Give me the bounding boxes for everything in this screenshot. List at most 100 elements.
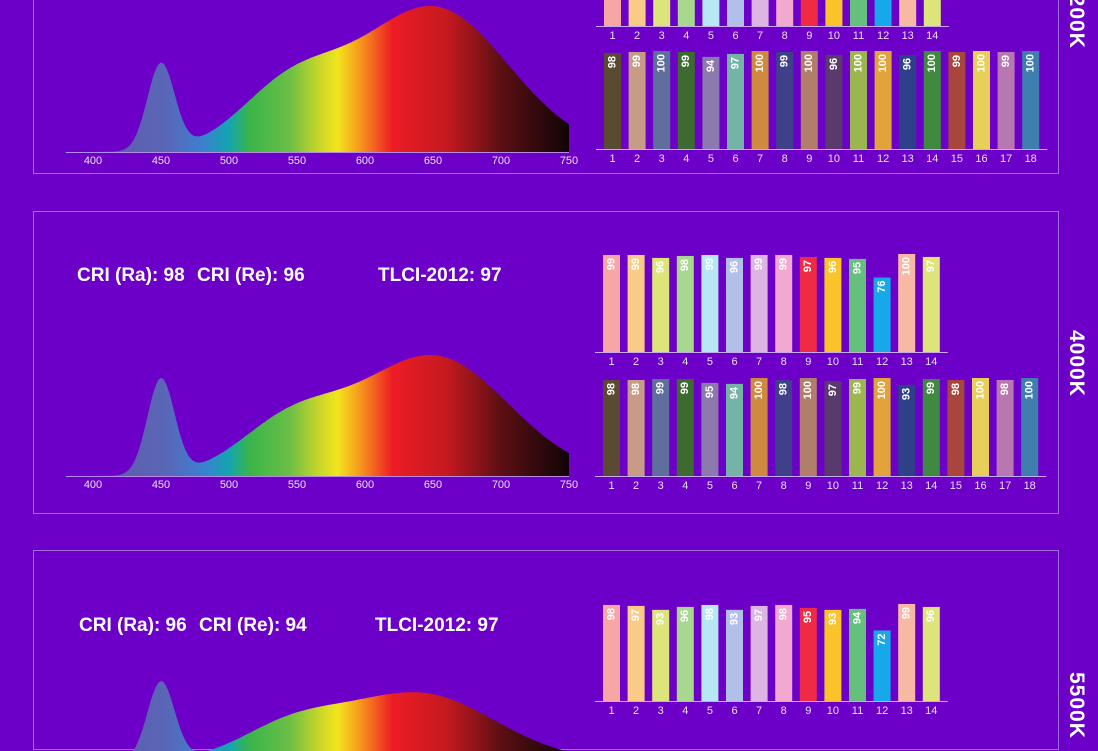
spectrum-tick-label: 700 <box>492 155 510 167</box>
te-bar <box>726 257 743 352</box>
te-bar <box>948 51 966 149</box>
cri-re-label: CRI (Re): 94 <box>199 615 307 636</box>
te-index-label: 13 <box>901 356 913 368</box>
te-index-label: 5 <box>708 153 714 165</box>
te-bar <box>874 51 892 149</box>
cct-label-3200k: 3200K <box>1065 0 1088 49</box>
te-value-label: 93 <box>728 613 740 625</box>
te-value-label: 100 <box>926 54 938 72</box>
te-value-label: 99 <box>951 55 963 67</box>
te-index-label: 9 <box>805 356 811 368</box>
te-value-label: 96 <box>679 610 691 622</box>
te-index-label: 10 <box>828 30 840 42</box>
te-index-label: 16 <box>975 153 987 165</box>
te-index-label: 3 <box>658 480 664 492</box>
te-bar <box>849 258 866 352</box>
te-index-label: 7 <box>757 30 763 42</box>
te-value-label: 95 <box>851 262 863 274</box>
te-index-label: 7 <box>756 356 762 368</box>
te-bar <box>873 378 891 476</box>
te-bar <box>628 51 646 149</box>
te-index-label: 14 <box>926 153 938 165</box>
te-value-label: 96 <box>728 261 740 273</box>
te-index-label: 1 <box>609 30 615 42</box>
te-chart-18: 98 1 99 2 100 3 99 4 94 5 97 6 100 7 99 8 100 9 96 10 100 11 1… <box>596 51 1048 165</box>
te-index-label: 11 <box>852 356 863 368</box>
te-index-label: 4 <box>682 480 688 492</box>
te-value-label: 96 <box>902 58 914 70</box>
te-value-label: 100 <box>754 54 766 72</box>
te-index-label: 11 <box>853 153 864 165</box>
te-index-label: 2 <box>633 356 639 368</box>
te-bar <box>677 0 695 26</box>
te-chart-18: 98 1 98 2 99 3 99 4 95 5 94 6 100 7 98 8 100 9 97 10 99 11 100… <box>595 378 1047 492</box>
te-value-label: 100 <box>974 381 986 399</box>
te-index-label: 11 <box>852 480 863 492</box>
te-bar <box>799 256 817 352</box>
te-value-label: 100 <box>803 54 815 72</box>
te-index-label: 7 <box>757 153 763 165</box>
spectrum-tick-label: 450 <box>152 479 170 491</box>
te-index-label: 14 <box>925 356 937 368</box>
te-index-label: 9 <box>806 30 812 42</box>
te-value-label: 100 <box>656 54 668 72</box>
spectrum-tick-label: 700 <box>492 479 510 491</box>
spectrum-chart: 400 450 500 550 600 650 700 750 <box>65 6 578 167</box>
te-bar <box>677 51 695 149</box>
spectrum-tick-label: 400 <box>84 155 102 167</box>
te-bar <box>775 604 793 701</box>
te-index-label: 15 <box>950 480 962 492</box>
te-bar <box>873 277 891 352</box>
te-index-label: 6 <box>732 153 738 165</box>
te-value-label: 97 <box>802 260 814 272</box>
te-value-label: 95 <box>704 386 716 398</box>
te-value-label: 93 <box>827 613 839 625</box>
te-value-label: 97 <box>753 609 765 621</box>
te-index-label: 10 <box>827 705 839 717</box>
te-bar <box>604 0 621 26</box>
te-bar <box>727 0 744 26</box>
te-index-label: 16 <box>974 480 986 492</box>
te-value-label: 100 <box>901 257 913 275</box>
te-index-label: 7 <box>756 705 762 717</box>
te-value-label: 72 <box>876 633 888 645</box>
te-value-label: 94 <box>851 611 863 624</box>
cri-re-label: CRI (Re): 96 <box>197 265 305 286</box>
te-index-label: 12 <box>877 153 889 165</box>
te-value-label: 96 <box>828 58 840 70</box>
te-bar <box>972 378 989 476</box>
te-bar <box>996 379 1014 476</box>
spectrum-tick-label: 550 <box>288 155 306 167</box>
te-value-label: 100 <box>975 54 987 72</box>
te-value-label: 93 <box>901 388 913 400</box>
te-bar <box>776 0 794 26</box>
te-bar <box>627 379 645 476</box>
te-bar <box>750 605 768 701</box>
te-index-label: 9 <box>806 153 812 165</box>
te-value-label: 99 <box>704 258 716 270</box>
spectrum-tick-label: 500 <box>220 155 238 167</box>
te-bar <box>923 0 941 26</box>
te-bar <box>922 256 940 352</box>
te-index-label: 10 <box>827 356 839 368</box>
te-bar <box>824 609 842 701</box>
te-bar <box>604 52 621 149</box>
te-value-label: 99 <box>1000 55 1012 67</box>
te-bar <box>701 382 719 476</box>
te-bar <box>898 603 916 701</box>
te-bar <box>627 605 645 701</box>
te-index-label: 13 <box>901 705 913 717</box>
te-value-label: 99 <box>630 258 642 270</box>
te-value-label: 99 <box>680 55 692 67</box>
spectrum-tick-label: 650 <box>424 155 442 167</box>
te-index-label: 9 <box>805 705 811 717</box>
te-index-label: 7 <box>756 480 762 492</box>
cct-label-4000k: 4000K <box>1065 330 1088 397</box>
spectrum-tick-label: 750 <box>560 155 578 167</box>
te-value-label: 99 <box>851 382 863 394</box>
te-bar <box>899 54 917 149</box>
te-value-label: 98 <box>630 383 642 395</box>
te-index-label: 1 <box>608 705 614 717</box>
te-value-label: 96 <box>925 610 937 622</box>
te-index-label: 11 <box>852 705 863 717</box>
